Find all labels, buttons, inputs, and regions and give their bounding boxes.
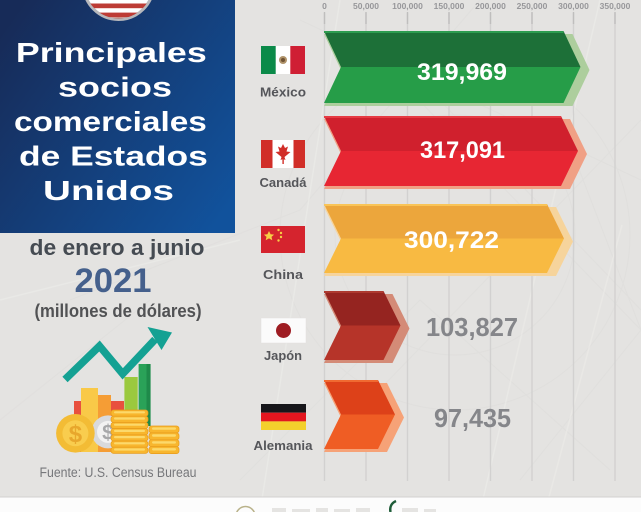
svg-text:China: China — [263, 267, 304, 282]
svg-text:97,435: 97,435 — [434, 403, 511, 433]
svg-text:2021: 2021 — [75, 262, 152, 300]
svg-text:socios: socios — [58, 71, 172, 102]
svg-text:300,722: 300,722 — [404, 227, 499, 254]
svg-text:comerciales: comerciales — [14, 106, 207, 138]
svg-text:150,000: 150,000 — [434, 1, 465, 11]
svg-text:103,827: 103,827 — [426, 312, 518, 342]
svg-text:Alemania: Alemania — [254, 438, 314, 453]
svg-text:Fuente: U.S. Census Bureau: Fuente: U.S. Census Bureau — [40, 465, 197, 480]
svg-text:319,969: 319,969 — [417, 59, 507, 86]
svg-text:de enero a junio: de enero a junio — [30, 235, 205, 260]
svg-text:0: 0 — [322, 1, 327, 11]
svg-text:(millones de dólares): (millones de dólares) — [35, 301, 202, 321]
svg-text:Unidos: Unidos — [43, 175, 174, 207]
svg-text:100,000: 100,000 — [392, 1, 423, 11]
svg-text:350,000: 350,000 — [600, 1, 631, 11]
svg-text:250,000: 250,000 — [517, 1, 548, 11]
svg-text:300,000: 300,000 — [558, 1, 589, 11]
svg-text:200,000: 200,000 — [475, 1, 506, 11]
svg-text:Canadá: Canadá — [260, 175, 308, 190]
svg-text:Japón: Japón — [264, 348, 302, 363]
svg-text:Principales: Principales — [16, 37, 207, 68]
svg-text:México: México — [260, 85, 306, 100]
svg-text:50,000: 50,000 — [353, 1, 379, 11]
svg-text:$: $ — [69, 421, 83, 448]
svg-text:de Estados: de Estados — [19, 140, 208, 172]
svg-text:317,091: 317,091 — [420, 137, 505, 164]
